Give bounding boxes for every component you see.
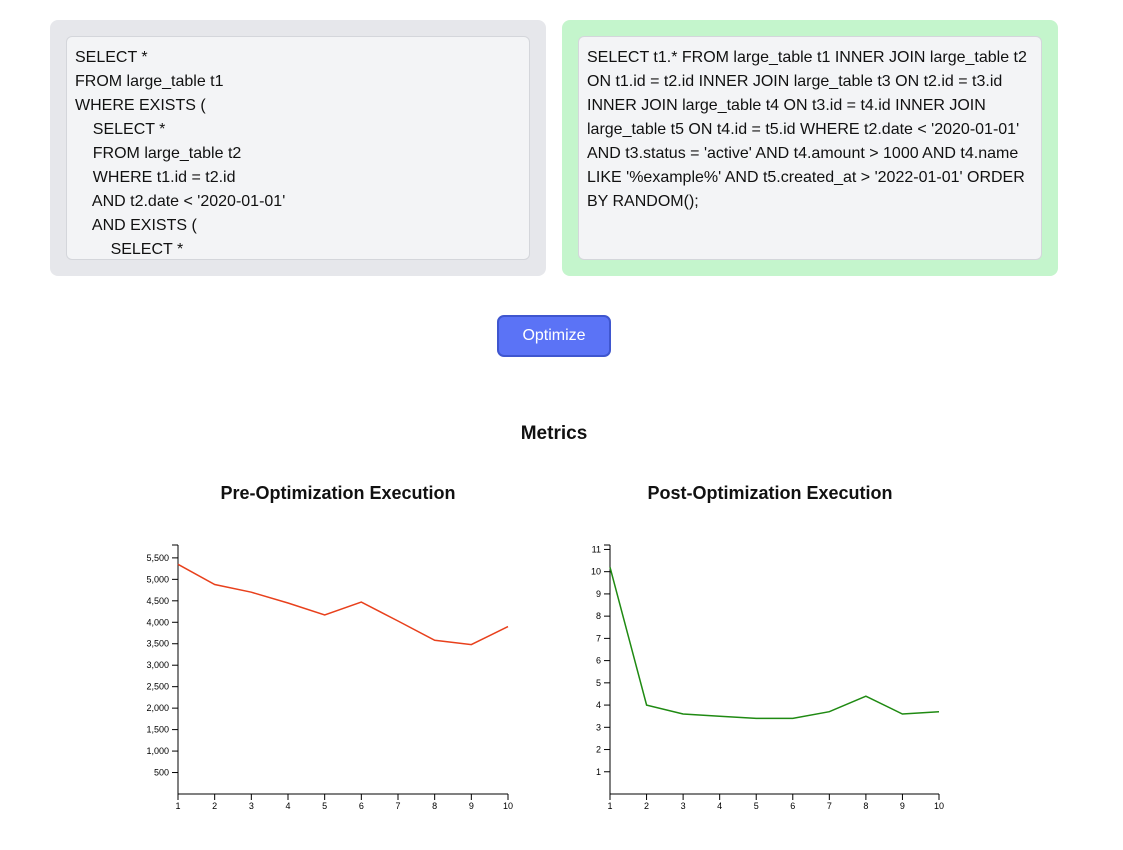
original-query-editor[interactable]: SELECT * FROM large_table t1 WHERE EXIST…: [66, 36, 530, 260]
post-optimization-chart-title: Post-Optimization Execution: [647, 483, 893, 503]
pre-x-tick-label: 4: [285, 801, 290, 811]
post-y-tick-label: 9: [596, 589, 601, 599]
pre-y-tick-label: 1,500: [146, 725, 169, 735]
pre-y-tick-label: 2,000: [146, 703, 169, 713]
pre-x-tick-label: 6: [359, 801, 364, 811]
post-y-tick-label: 6: [596, 656, 601, 666]
pre-y-tick-label: 4,500: [146, 596, 169, 606]
pre-y-tick-label: 500: [154, 768, 169, 778]
pre-series-line: [177, 563, 509, 646]
pre-x-tick-label: 1: [175, 801, 180, 811]
pre-x-tick-label: 3: [249, 801, 254, 811]
pre-y-tick-label: 3,000: [146, 660, 169, 670]
post-x-tick-label: 7: [827, 801, 832, 811]
original-query-panel: SELECT * FROM large_table t1 WHERE EXIST…: [50, 20, 546, 276]
post-series-line: [609, 567, 940, 720]
pre-x-tick-label: 5: [322, 801, 327, 811]
pre-x-tick-label: 10: [503, 801, 513, 811]
pre-x-tick-label: 9: [469, 801, 474, 811]
post-x-tick-label: 3: [681, 801, 686, 811]
post-y-tick-label: 5: [596, 678, 601, 688]
post-x-tick-label: 4: [717, 801, 722, 811]
post-y-tick-label: 2: [596, 745, 601, 755]
post-y-tick-label: 1: [596, 767, 601, 777]
post-x-tick-label: 1: [607, 801, 612, 811]
optimize-button[interactable]: Optimize: [497, 315, 611, 357]
metrics-heading: Metrics: [520, 423, 588, 444]
post-y-tick-label: 10: [591, 567, 601, 577]
post-y-tick-label: 7: [596, 633, 601, 643]
pre-x-tick-label: 7: [395, 801, 400, 811]
pre-y-tick-label: 3,500: [146, 639, 169, 649]
post-x-tick-label: 5: [754, 801, 759, 811]
post-y-tick-label: 4: [596, 700, 601, 710]
post-x-tick-label: 8: [863, 801, 868, 811]
post-x-tick-label: 9: [900, 801, 905, 811]
post-x-tick-label: 6: [790, 801, 795, 811]
pre-y-tick-label: 5,500: [146, 553, 169, 563]
pre-y-tick-label: 4,000: [146, 617, 169, 627]
post-x-tick-label: 10: [934, 801, 944, 811]
pre-y-tick-label: 1,000: [146, 746, 169, 756]
pre-x-tick-label: 2: [212, 801, 217, 811]
optimized-query-editor[interactable]: SELECT t1.* FROM large_table t1 INNER JO…: [578, 36, 1042, 260]
post-y-tick-label: 3: [596, 722, 601, 732]
pre-y-tick-label: 5,000: [146, 574, 169, 584]
post-x-tick-label: 2: [644, 801, 649, 811]
post-y-tick-label: 11: [592, 544, 601, 554]
post-y-tick-label: 8: [596, 611, 601, 621]
pre-x-tick-label: 8: [432, 801, 437, 811]
pre-chart-group: 500 1,000 1,500 2,000 2,500 3,000 3,500 4,000 4,…: [146, 544, 513, 811]
pre-y-tick-label: 2,500: [146, 682, 169, 692]
pre-optimization-chart-title: Pre-Optimization Execution: [220, 483, 456, 503]
optimized-query-panel: SELECT t1.* FROM large_table t1 INNER JO…: [562, 20, 1058, 276]
